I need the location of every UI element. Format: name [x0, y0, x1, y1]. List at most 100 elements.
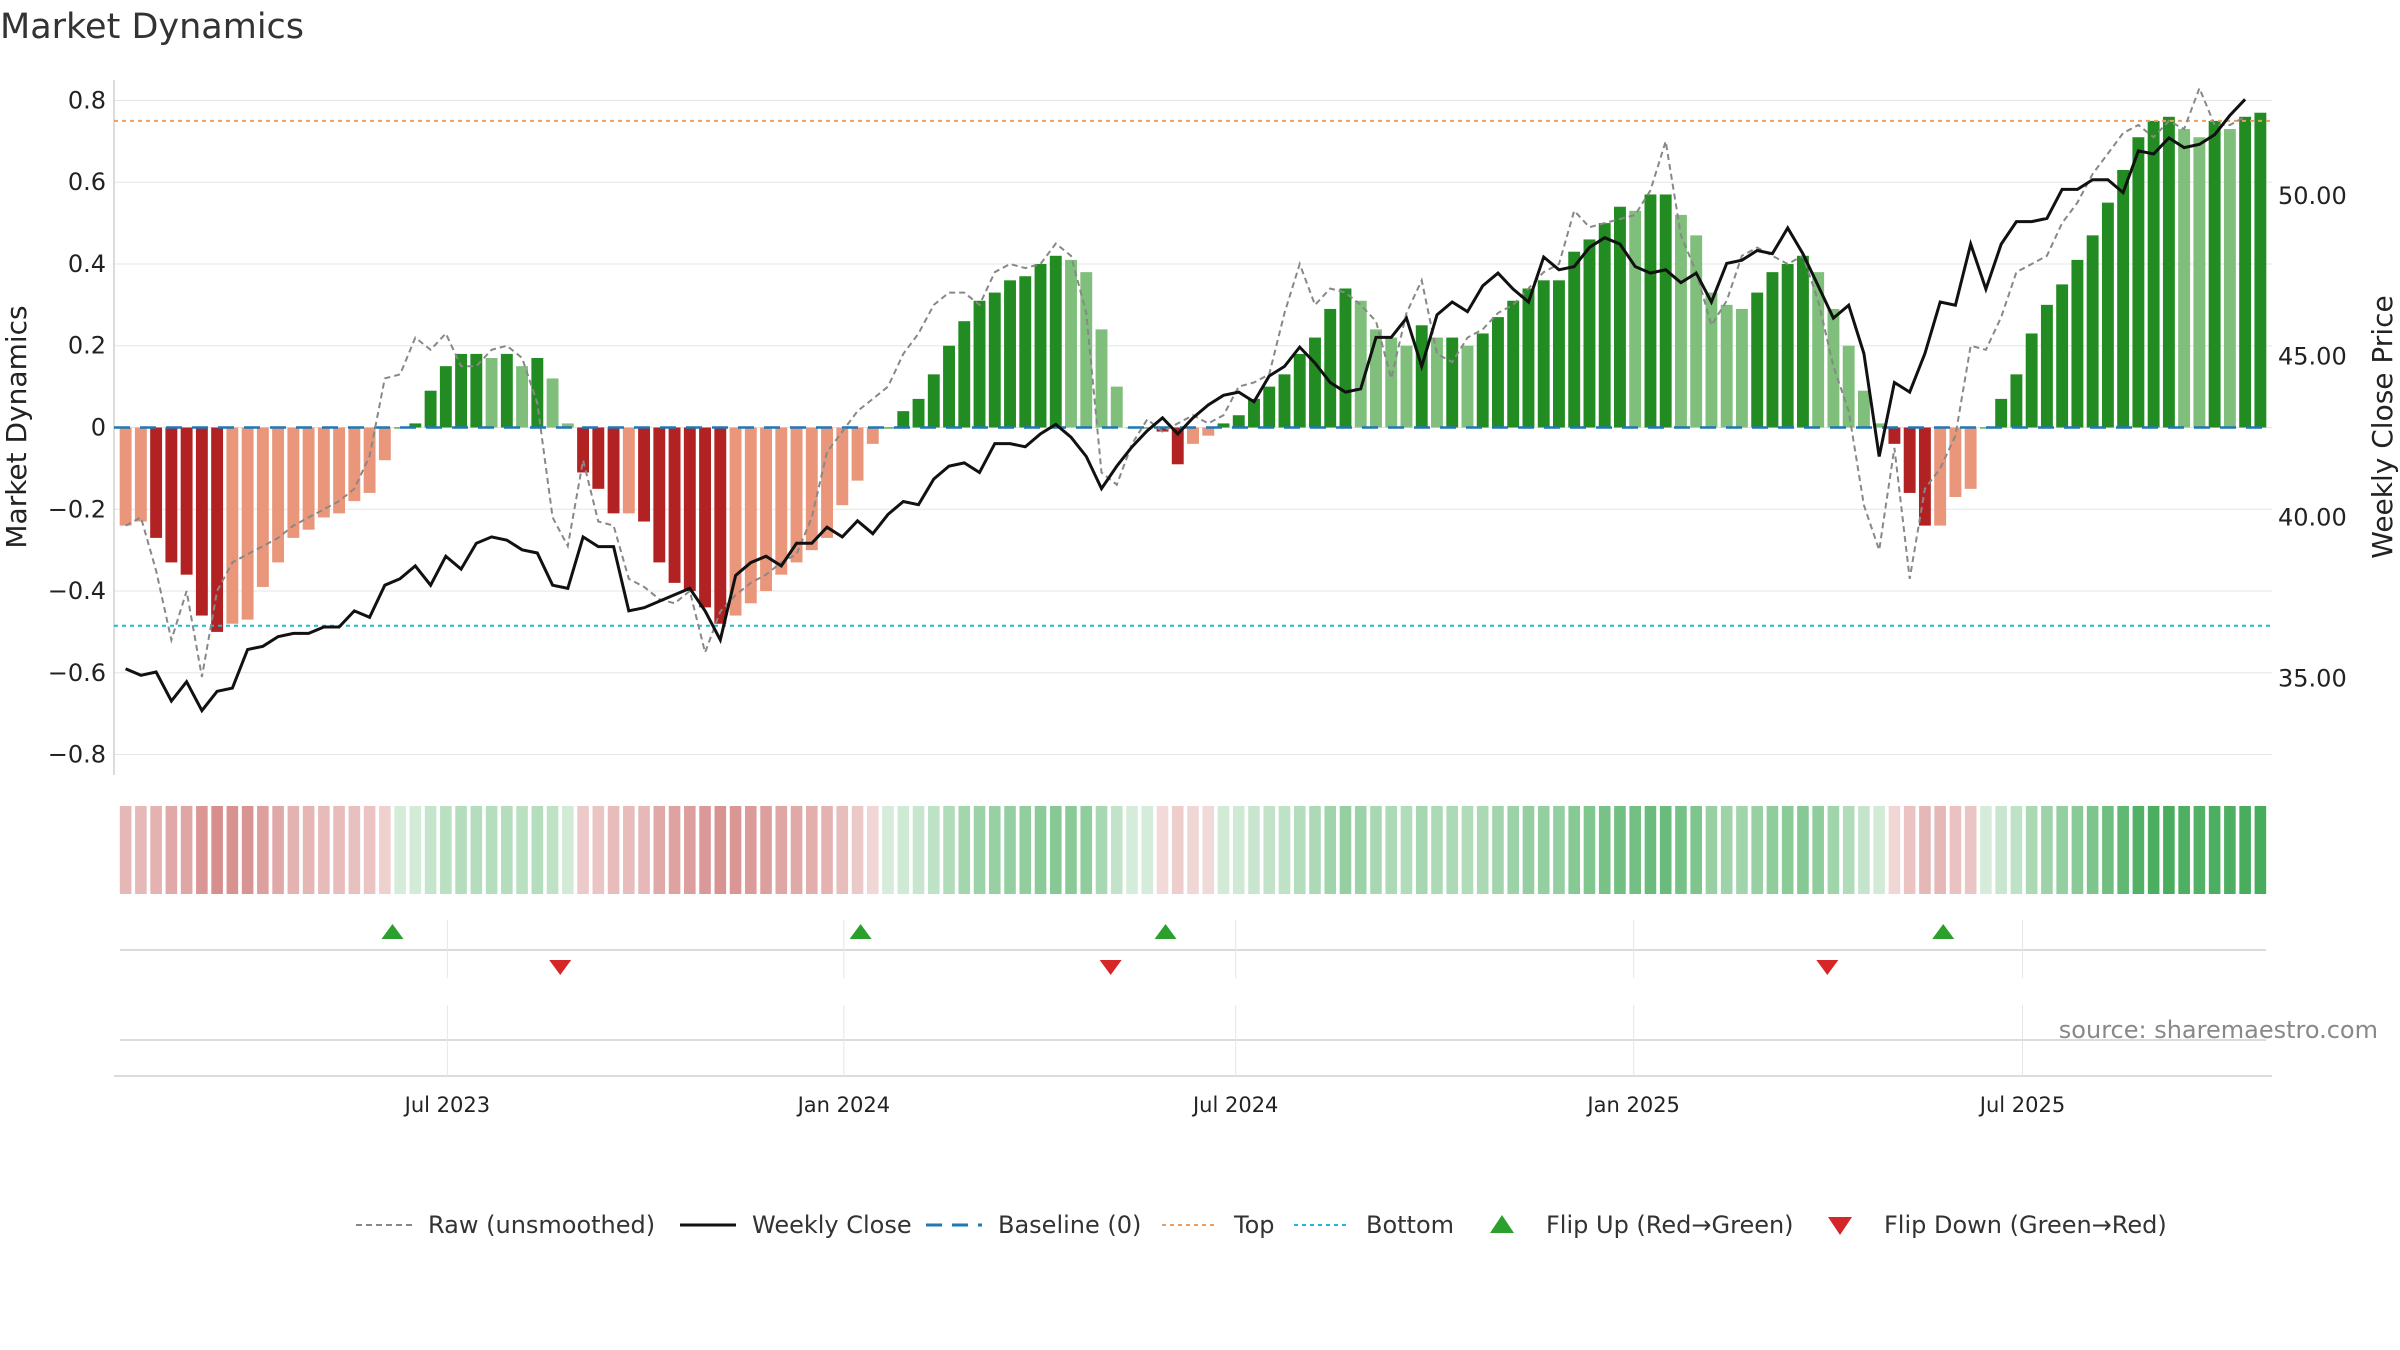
y-tick-label: −0.4	[48, 577, 106, 605]
regime-strip-cell	[546, 806, 559, 894]
dynamics-bar	[1614, 206, 1626, 428]
dynamics-bar	[1522, 288, 1535, 428]
regime-strip-cell	[1675, 806, 1687, 894]
dynamics-bar	[851, 427, 864, 481]
regime-strip-cell	[1766, 806, 1779, 894]
regime-strip-cell	[912, 806, 925, 894]
regime-strip-cell	[348, 806, 361, 894]
dynamics-bar	[1354, 300, 1367, 428]
dynamics-bar	[2132, 137, 2145, 428]
regime-strip-cell	[2102, 806, 2114, 894]
regime-strip-cell	[1751, 806, 1763, 894]
dynamics-bar	[1034, 263, 1047, 428]
dynamics-bar	[317, 427, 330, 518]
dynamics-bar	[882, 427, 894, 429]
regime-strip-cell	[409, 806, 422, 894]
dynamics-bar	[119, 427, 132, 526]
regime-strip-cell	[1873, 806, 1885, 894]
regime-strip-cell	[699, 806, 711, 894]
dynamics-bar	[1248, 398, 1260, 428]
dynamics-bar	[775, 427, 788, 575]
regime-strip-cell	[1980, 806, 1992, 894]
regime-strip-cell	[1827, 806, 1840, 894]
dynamics-bar	[1431, 337, 1443, 428]
dynamics-bar	[378, 427, 391, 461]
chart-title: Market Dynamics	[0, 7, 304, 47]
dynamics-bar	[790, 427, 803, 563]
dynamics-bar	[1857, 390, 1870, 428]
dynamics-bar	[439, 366, 452, 428]
regime-strip-cell	[958, 806, 971, 894]
flip-markers-panel	[120, 920, 2266, 978]
dynamics-bar	[1309, 337, 1321, 428]
dynamics-bar	[1674, 214, 1687, 428]
regime-strip-cell	[470, 806, 483, 894]
regime-strip-cell	[1507, 806, 1520, 894]
regime-strip-cell	[1080, 806, 1093, 894]
regime-strip-cell	[394, 806, 406, 894]
regime-strip-cell	[1964, 806, 1977, 894]
y-tick-label: 0.4	[68, 250, 106, 278]
regime-strip-cell	[775, 806, 788, 894]
regime-strip-cell	[226, 806, 239, 894]
regime-strip-cell	[1644, 806, 1657, 894]
dynamics-bar	[2010, 374, 2023, 428]
regime-strip-cell	[729, 806, 742, 894]
regime-strip-cell	[1659, 806, 1672, 894]
regime-strip-cell	[1461, 806, 1474, 894]
dynamics-bar	[2101, 202, 2114, 428]
dynamics-bar	[1232, 415, 1245, 428]
dynamics-bar	[1964, 427, 1977, 489]
dynamics-bar	[2040, 304, 2053, 428]
regime-strip-cell	[2025, 806, 2038, 894]
dynamics-bar	[2193, 137, 2206, 428]
regime-strip-cell	[2239, 806, 2251, 894]
regime-strip-cell	[1903, 806, 1916, 894]
regime-strip-cell	[2117, 806, 2129, 894]
regime-strip-cell	[1797, 806, 1809, 894]
dynamics-bar	[1156, 427, 1169, 432]
legend-flip-up-swatch	[1490, 1215, 1514, 1233]
raw-unsmoothed-line	[125, 85, 2246, 678]
dynamics-bar	[1476, 333, 1489, 428]
dynamics-bar	[714, 427, 727, 624]
regime-strip-cell	[272, 806, 284, 894]
legend: Raw (unsmoothed) Weekly Close Baseline (0)…	[356, 1211, 2167, 1239]
flip-down-marker	[1099, 960, 1122, 975]
dynamics-bar	[1796, 255, 1809, 428]
legend-raw-label: Raw (unsmoothed)	[428, 1211, 655, 1239]
dynamics-bar	[1400, 345, 1413, 428]
regime-strip-cell	[1629, 806, 1641, 894]
dynamics-bar	[226, 427, 239, 624]
dynamics-bar	[1004, 280, 1016, 428]
y2-axis-title: Weekly Close Price	[2366, 295, 2399, 558]
y-tick-label: 0.8	[68, 86, 106, 114]
dynamics-bar	[1979, 427, 1992, 429]
regime-strip-cell	[1232, 806, 1245, 894]
dynamics-bar	[1324, 308, 1337, 428]
dynamics-bar	[546, 378, 559, 428]
regime-strip-cell	[1049, 806, 1062, 894]
dynamics-bar	[2117, 169, 2130, 428]
regime-strip-cell	[211, 806, 223, 894]
regime-strip-cell	[119, 806, 132, 894]
dynamics-bar	[2025, 333, 2038, 428]
dynamics-bar	[638, 427, 651, 522]
dynamics-bar	[1065, 259, 1077, 428]
regime-strip-cell	[1110, 806, 1123, 894]
regime-strip-cell	[1385, 806, 1398, 894]
dynamics-bar	[683, 427, 696, 592]
dynamics-bar	[1812, 272, 1825, 428]
dynamics-bar	[2071, 259, 2084, 428]
regime-strip-cell	[973, 806, 986, 894]
regime-strip-cell	[196, 806, 208, 894]
dynamics-bar	[363, 427, 376, 493]
dynamics-bar	[561, 423, 574, 428]
regime-strip-cell	[1598, 806, 1611, 894]
regime-strip-cell	[1034, 806, 1047, 894]
regime-strip-cell	[1293, 806, 1306, 894]
dynamics-bar	[973, 300, 986, 428]
dynamics-bar	[1110, 386, 1123, 428]
y-tick-label: −0.8	[48, 741, 106, 769]
